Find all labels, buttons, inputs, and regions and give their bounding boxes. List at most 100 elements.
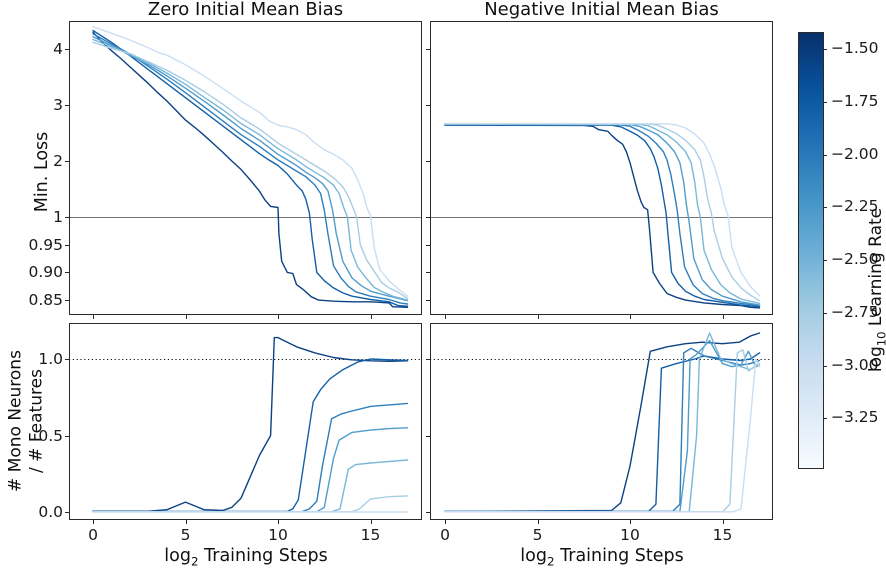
y-tick-mark (426, 300, 430, 302)
x-tick-label-0: 0 (88, 526, 98, 544)
x-tick-mark (537, 520, 539, 524)
colorbar-tick-label-−2.50: −2.50 (831, 250, 879, 269)
series-line-lr-3 (92, 25, 409, 297)
y-tick-mark (65, 217, 69, 218)
x-tick-mark (630, 520, 631, 524)
colorbar-tick-mark (823, 418, 827, 420)
x-tick-mark (445, 520, 446, 524)
series-line-lr-2 (444, 123, 761, 307)
y-axis-label-min-loss: Min. Loss (32, 132, 52, 213)
colorbar-tick-label-−1.75: −1.75 (831, 91, 879, 110)
y-axis-label-line2: / # Features (26, 369, 46, 473)
colorbar-tick-mark (823, 312, 827, 314)
y-axis-label-mono-neurons: # Mono Neurons / # Features (5, 350, 46, 492)
y-tick-mark (65, 272, 69, 274)
x-tick-label-15: 15 (712, 526, 733, 544)
series-line-lr-1.75 (444, 124, 761, 308)
panel-zero-bias-mono-ratio (69, 323, 422, 520)
series-line-lr-2 (444, 347, 761, 513)
panel-negative-bias-mono-ratio (430, 323, 773, 520)
series-line-lr-2 (92, 33, 409, 305)
colorbar-tick-label-−3.00: −3.00 (831, 355, 879, 374)
panel-negative-bias-loss (430, 21, 773, 315)
axes-top_right (430, 21, 773, 315)
series-line-lr-1.5 (92, 336, 409, 512)
colorbar-tick-label-−2.75: −2.75 (831, 302, 879, 321)
colorbar-tick-mark (823, 260, 827, 262)
y-tick-mark (65, 435, 69, 437)
series-line-lr-1.5 (92, 31, 409, 308)
series-line-lr-2.5 (444, 332, 761, 513)
y-tick-label-1.0: 1.0 (38, 350, 63, 368)
axes-spines (430, 323, 773, 520)
x-tick-mark (722, 315, 724, 319)
title-zero-initial-mean-bias: Zero Initial Mean Bias (147, 0, 344, 20)
panel-zero-bias-loss (69, 21, 422, 315)
x-tick-mark (370, 315, 372, 319)
x-tick-mark (185, 315, 187, 319)
colorbar-tick-label-−2.00: −2.00 (831, 144, 879, 163)
axes-spines (430, 21, 773, 315)
y-tick-mark (426, 512, 430, 513)
series-line-lr-2.75 (444, 123, 761, 302)
series-line-lr-2.5 (92, 38, 409, 301)
colorbar-tick-label-−2.25: −2.25 (831, 197, 879, 216)
y-tick-label-2: 2 (53, 152, 63, 170)
y-tick-label-1: 1 (53, 208, 63, 226)
series-line-lr-1.5 (444, 124, 761, 309)
x-tick-mark (93, 520, 94, 524)
series-line-lr-2.5 (444, 123, 761, 305)
y-tick-mark (65, 49, 69, 50)
y-tick-mark (65, 105, 69, 106)
y-tick-mark (65, 512, 69, 513)
y-tick-mark (426, 359, 430, 360)
x-tick-mark (630, 315, 631, 319)
colorbar-label: log10 Learning Rate (866, 207, 886, 373)
y-tick-mark (426, 105, 430, 106)
y-tick-mark (65, 161, 69, 162)
y-axis-label-line1: # Mono Neurons (5, 350, 26, 492)
y-tick-mark (426, 435, 430, 437)
x-tick-mark (537, 315, 539, 319)
x-tick-mark (185, 520, 187, 524)
axes-spines (69, 21, 422, 315)
x-tick-label-0: 0 (440, 526, 450, 544)
y-tick-label-0.90: 0.90 (28, 263, 63, 282)
series-line-lr-2.25 (444, 339, 761, 513)
axes-bottom_right (430, 323, 773, 520)
x-tick-mark (722, 520, 724, 524)
axes-top_left (69, 21, 422, 315)
series-line-lr-1.75 (92, 358, 409, 513)
series-line-lr-2.25 (444, 123, 761, 306)
series-line-lr-1.75 (92, 29, 409, 307)
x-tick-mark (278, 520, 279, 524)
series-line-lr-3 (444, 358, 761, 513)
y-axis-label-min-loss-text: Min. Loss (32, 131, 52, 213)
colorbar-tick-mark (823, 101, 827, 103)
x-tick-mark (93, 315, 94, 319)
x-tick-label-5: 5 (180, 526, 191, 544)
series-line-lr-2.75 (444, 349, 761, 513)
series-line-lr-2.25 (92, 427, 409, 513)
axes-bottom_left (69, 323, 422, 520)
y-tick-mark (426, 217, 430, 218)
x-tick-label-5: 5 (532, 526, 543, 544)
colorbar (798, 32, 824, 469)
x-tick-mark (278, 315, 279, 319)
y-tick-label-0.0: 0.0 (38, 503, 63, 521)
series-line-lr-2.25 (92, 35, 409, 302)
x-axis-label-right: log2 Training Steps (520, 546, 684, 568)
colorbar-tick-mark (823, 48, 827, 50)
y-tick-mark (65, 359, 69, 360)
series-line-lr-2 (92, 402, 409, 513)
colorbar-tick-mark (823, 207, 827, 209)
x-axis-label-left: log2 Training Steps (164, 546, 328, 568)
colorbar-tick-label-−3.25: −3.25 (831, 408, 879, 427)
series-line-lr-3 (444, 122, 761, 297)
axes-spines (69, 323, 422, 520)
series-line-lr-2.75 (92, 41, 409, 300)
x-tick-label-10: 10 (620, 526, 640, 544)
y-tick-mark (426, 272, 430, 274)
series-line-lr-2.5 (92, 459, 409, 513)
y-tick-mark (426, 49, 430, 50)
